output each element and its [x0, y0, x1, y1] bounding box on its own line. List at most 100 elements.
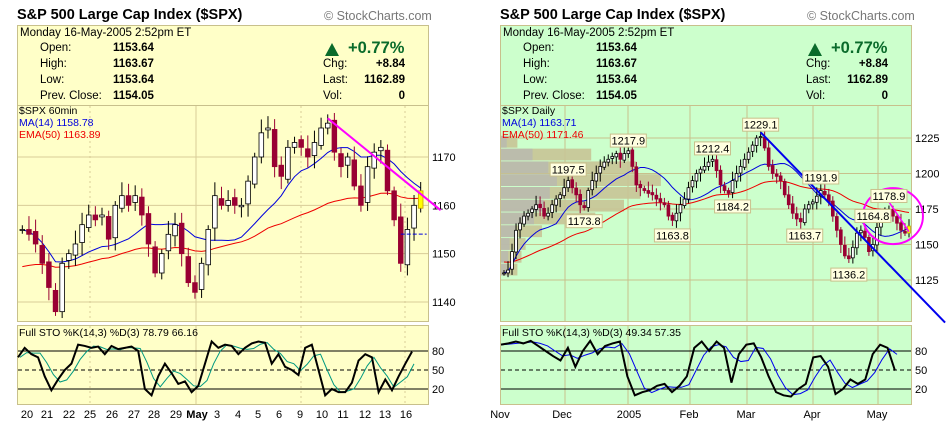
price-plot	[501, 127, 911, 278]
candle	[806, 204, 811, 210]
sto-k-line	[17, 339, 413, 398]
sto-k-line	[500, 339, 896, 398]
candle	[85, 214, 92, 228]
candle	[638, 184, 643, 189]
vol-label: Vol:	[323, 90, 343, 102]
candle	[72, 243, 79, 256]
volume-by-price-bar-down	[501, 161, 549, 174]
open-label: Open:	[523, 42, 555, 54]
candle	[417, 190, 424, 209]
last-value: 1162.89	[364, 74, 405, 86]
daily-chart: 1125 1150 1175 1200 1225 Nov Dec 2005 Feb Mar Apr M…	[483, 0, 946, 427]
candle	[165, 233, 172, 252]
candle	[558, 194, 562, 200]
candle	[506, 269, 510, 274]
candle	[325, 122, 331, 129]
candle	[602, 161, 607, 168]
x-tick-label: 2005	[617, 409, 641, 421]
candle	[198, 262, 205, 290]
candle	[782, 181, 787, 196]
x-tick-label: Apr	[803, 409, 820, 421]
price-annotation-box	[742, 117, 780, 132]
candle	[364, 166, 371, 203]
candle	[670, 214, 675, 221]
candle	[318, 127, 324, 146]
x-tick-label: 4	[235, 409, 241, 421]
candle	[518, 222, 522, 231]
price-annotation-box	[565, 214, 603, 229]
candle	[706, 161, 711, 167]
x-tick-label: 28	[148, 409, 160, 421]
candle	[730, 180, 735, 193]
price-annotation-box	[549, 162, 587, 177]
candle	[614, 153, 619, 158]
candle	[618, 152, 623, 160]
candle	[891, 209, 895, 217]
candle	[718, 169, 723, 186]
vol-label: Vol:	[806, 90, 826, 102]
info-box	[17, 25, 429, 106]
candle	[742, 158, 747, 168]
y-tick-label: 1160	[432, 200, 456, 212]
candle	[112, 204, 118, 239]
candle	[192, 282, 198, 293]
candle	[125, 195, 132, 206]
price-annotation: 1229.1	[744, 120, 778, 132]
x-tick-label: 26	[106, 409, 118, 421]
candle	[46, 261, 52, 288]
volume-by-price-bar	[501, 135, 518, 148]
candle	[574, 187, 578, 196]
candle	[798, 218, 803, 223]
candle	[225, 200, 231, 206]
chg-label: Chg:	[323, 58, 348, 70]
candle	[562, 187, 566, 197]
candle	[59, 262, 65, 313]
candle	[152, 246, 158, 274]
candle	[278, 164, 284, 177]
date-line: Monday 16-May-2005 2:52pm ET	[20, 27, 192, 39]
ema-legend: EMA(50) 1171.46	[502, 129, 584, 141]
candle	[578, 193, 582, 206]
last-label: Last:	[806, 74, 831, 86]
candle	[658, 198, 663, 203]
candle	[714, 159, 719, 172]
candle	[566, 180, 570, 189]
candle	[358, 185, 364, 206]
x-tick-label: 16	[400, 409, 412, 421]
price-annotation-box	[854, 208, 892, 223]
candle	[839, 229, 843, 245]
y-tick-label: 1150	[915, 240, 939, 252]
sto-d-line	[502, 341, 898, 396]
volume-by-price-bar	[501, 148, 592, 161]
candle	[245, 180, 251, 205]
candle	[738, 165, 743, 174]
copyright[interactable]: © StockCharts.com	[807, 9, 915, 23]
candle	[903, 230, 907, 234]
high-value: 1163.67	[113, 58, 154, 70]
ma-legend: MA(14) 1163.71	[502, 117, 577, 129]
candle	[570, 179, 574, 189]
candle	[662, 202, 667, 206]
candle	[530, 208, 534, 213]
candle	[835, 216, 839, 231]
candle	[265, 127, 271, 131]
candle	[298, 139, 304, 148]
candle	[774, 173, 779, 177]
candle	[746, 151, 751, 160]
sto-level-label: 20	[915, 384, 927, 396]
candle	[859, 229, 863, 234]
candle	[291, 142, 298, 148]
candle	[218, 198, 225, 206]
trendline	[759, 131, 946, 324]
copyright[interactable]: © StockCharts.com	[324, 9, 432, 23]
vol-value: 0	[398, 90, 405, 102]
sto-legend: Full STO %K(14,3) %D(3) 49.34 57.35	[502, 327, 681, 339]
short-trendline	[888, 201, 910, 233]
candle	[172, 224, 178, 237]
ema-line	[503, 180, 910, 263]
candle	[794, 213, 799, 220]
candle	[331, 119, 338, 153]
high-value: 1163.67	[596, 58, 637, 70]
y-tick-label: 1175	[915, 204, 939, 216]
